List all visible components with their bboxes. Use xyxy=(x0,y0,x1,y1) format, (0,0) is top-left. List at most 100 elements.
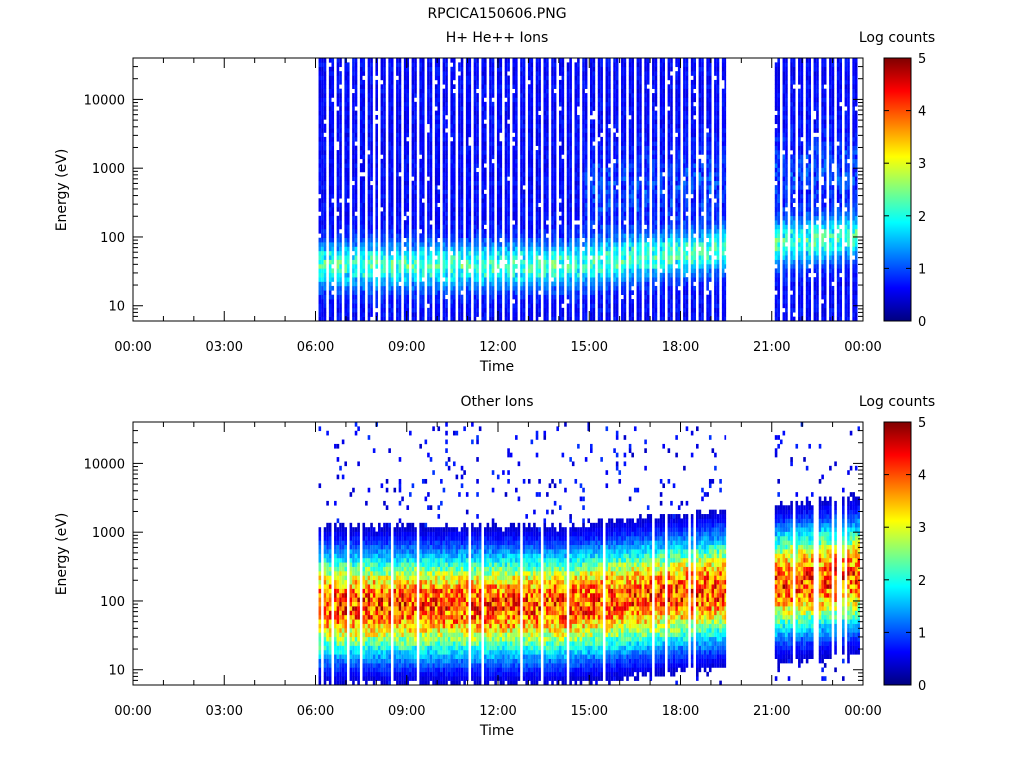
spectrogram-cell xyxy=(437,66,441,72)
spectrogram-cell xyxy=(346,299,350,304)
spectrogram-cell xyxy=(613,281,616,287)
spectrogram-cell xyxy=(442,285,446,291)
spectrogram-cell xyxy=(558,189,562,195)
spectrogram-cell xyxy=(491,145,495,151)
spectrogram-cell xyxy=(442,250,446,256)
spectrogram-cell xyxy=(437,110,441,116)
spectrogram-cell xyxy=(414,167,417,173)
spectrogram-cell xyxy=(496,193,500,199)
spectrogram-cell xyxy=(623,312,627,317)
spectrogram-cell xyxy=(652,307,655,313)
spectrogram-cell xyxy=(458,259,461,265)
spectrogram-cell xyxy=(621,303,624,309)
spectrogram-cell xyxy=(530,163,534,168)
spectrogram-cell xyxy=(403,123,407,129)
spectrogram-cell xyxy=(344,150,347,155)
spectrogram-cell xyxy=(468,246,472,252)
spectrogram-cell xyxy=(359,224,363,230)
spectrogram-cell xyxy=(473,132,477,138)
spectrogram-cell xyxy=(551,233,554,239)
spectrogram-cell xyxy=(535,136,539,142)
spectrogram-cell xyxy=(512,71,516,76)
spectrogram-cell xyxy=(383,58,386,63)
spectrogram-cell xyxy=(590,312,593,317)
spectrogram-cell xyxy=(452,198,456,203)
spectrogram-cell xyxy=(375,171,379,177)
spectrogram-cell xyxy=(623,307,627,313)
spectrogram-cell xyxy=(321,281,324,287)
spectrogram-cell xyxy=(396,79,399,85)
spectrogram-cell xyxy=(515,277,518,282)
spectrogram-cell xyxy=(442,215,446,221)
spectrogram-cell xyxy=(590,233,593,239)
spectrogram-cell xyxy=(636,62,640,68)
spectrogram-cell xyxy=(530,101,534,107)
spectrogram-cell xyxy=(584,316,588,322)
spectrogram-cell xyxy=(605,237,609,243)
spectrogram-cell xyxy=(613,163,616,168)
spectrogram-cell xyxy=(636,246,640,252)
spectrogram-cell xyxy=(331,215,335,221)
spectrogram-cell xyxy=(615,299,619,304)
spectrogram-cell xyxy=(434,158,438,164)
spectrogram-cell xyxy=(489,75,492,81)
spectrogram-cell xyxy=(496,101,500,107)
spectrogram-cell xyxy=(639,171,642,177)
spectrogram-cell xyxy=(577,237,580,243)
spectrogram-cell xyxy=(336,154,340,160)
spectrogram-cell xyxy=(538,294,541,300)
spectrogram-cell xyxy=(605,268,609,274)
spectrogram-cell xyxy=(383,189,386,195)
spectrogram-cell xyxy=(344,237,347,243)
spectrogram-cell xyxy=(489,114,492,120)
spectrogram-cell xyxy=(354,220,358,225)
spectrogram-cell xyxy=(367,198,371,203)
spectrogram-cell xyxy=(577,154,580,160)
spectrogram-cell xyxy=(605,150,609,155)
spectrogram-cell xyxy=(370,145,373,151)
spectrogram-cell xyxy=(574,228,578,234)
spectrogram-cell xyxy=(582,285,585,291)
spectrogram-cell xyxy=(344,255,347,260)
spectrogram-cell xyxy=(543,220,547,225)
spectrogram-cell xyxy=(590,79,593,85)
spectrogram-cell xyxy=(452,114,456,120)
spectrogram-cell xyxy=(484,250,487,256)
spectrogram-cell xyxy=(636,128,640,133)
spectrogram-cell xyxy=(336,97,340,103)
spectrogram-cell xyxy=(450,307,453,313)
spectrogram-cell xyxy=(515,71,518,76)
spectrogram-cell xyxy=(354,202,358,208)
spectrogram-cell xyxy=(597,171,601,177)
spectrogram-cell xyxy=(450,114,453,120)
spectrogram-cell xyxy=(346,233,350,239)
spectrogram-cell xyxy=(628,123,632,129)
spectrogram-cell xyxy=(551,211,554,217)
spectrogram-cell xyxy=(427,180,430,186)
spectrogram-cell xyxy=(623,316,627,322)
spectrogram-cell xyxy=(411,228,415,234)
spectrogram-cell xyxy=(520,154,523,160)
spectrogram-cell xyxy=(584,189,588,195)
spectrogram-cell xyxy=(584,106,588,111)
spectrogram-cell xyxy=(434,207,438,212)
spectrogram-cell xyxy=(429,198,433,203)
spectrogram-cell xyxy=(605,250,609,256)
spectrogram-cell xyxy=(484,114,487,120)
spectrogram-cell xyxy=(421,66,425,72)
spectrogram-cell xyxy=(646,316,650,322)
spectrogram-cell xyxy=(421,224,425,230)
spectrogram-cell xyxy=(339,224,342,230)
spectrogram-cell xyxy=(600,259,603,265)
spectrogram-cell xyxy=(512,211,516,217)
spectrogram-cell xyxy=(522,215,526,221)
spectrogram-cell xyxy=(473,290,477,295)
spectrogram-cell xyxy=(530,71,534,76)
spectrogram-cell xyxy=(362,255,366,260)
spectrogram-cell xyxy=(321,136,324,142)
spectrogram-cell xyxy=(600,93,603,98)
spectrogram-cell xyxy=(473,268,477,274)
spectrogram-cell xyxy=(551,97,554,103)
spectrogram-cell xyxy=(644,106,647,111)
spectrogram-cell xyxy=(452,268,456,274)
